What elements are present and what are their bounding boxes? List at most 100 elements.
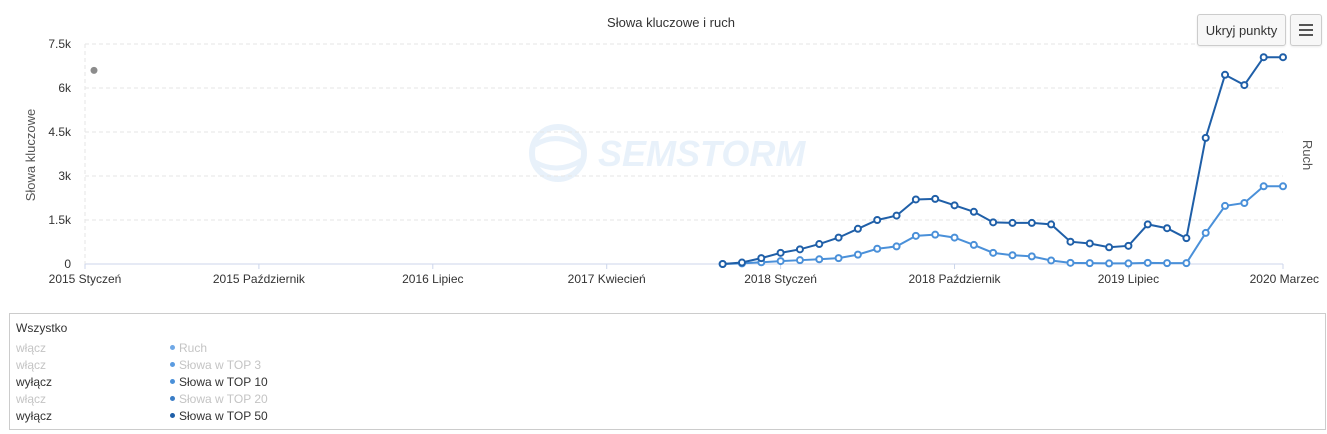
data-point [1201,228,1210,237]
x-tick-label: 2018 Styczeń [744,272,817,286]
data-point [989,218,998,227]
data-point [815,240,824,249]
x-tick-label: 2017 Kwiecień [568,272,646,286]
x-tick-label: 2015 Styczeń [49,272,122,286]
legend-row: wyłącz Słowa w TOP 50 [16,409,416,425]
data-point [1163,224,1172,233]
series-layer [90,53,1287,268]
legend-series-label: Słowa w TOP 20 [179,392,268,406]
data-point [1182,259,1191,268]
data-point [757,254,766,263]
data-point [892,242,901,251]
legend-series-label: Słowa w TOP 10 [179,375,268,389]
data-point [1105,259,1114,268]
hamburger-menu-icon[interactable] [1290,14,1322,46]
y-tick-label: 7.5k [48,37,72,51]
y-tick-label: 6k [58,81,72,95]
data-point [853,224,862,233]
data-point [873,244,882,253]
chart-title: Słowa kluczowe i ruch [607,15,735,30]
data-point [931,194,940,203]
legend-dot-icon [170,345,175,351]
hide-points-button[interactable]: Ukryj punkty [1197,14,1286,46]
data-point [1047,220,1056,229]
semstorm-watermark: SEMSTORM [529,124,806,182]
legend-toggle[interactable]: wyłącz [16,409,53,423]
x-axis: 2015 Styczeń 2015 Październik 2016 Lipiec 2… [49,264,1319,286]
y-tick-label: 3k [58,169,72,183]
data-point [795,256,804,265]
legend-toggle[interactable]: włącz [16,358,47,372]
data-point [989,248,998,257]
data-point [1240,198,1249,207]
x-tick-label: 2015 Październik [213,272,306,286]
legend-series-item[interactable]: Ruch [170,341,207,355]
watermark-text: SEMSTORM [598,133,806,174]
legend-row: włącz Ruch [16,341,416,357]
legend-dot-icon [170,379,175,385]
data-point [1124,259,1133,268]
data-point [1143,258,1152,267]
x-tick-label: 2018 Październik [908,272,1001,286]
legend-series-label: Ruch [179,341,208,355]
data-point [1279,182,1287,191]
legend-series-item[interactable]: Słowa w TOP 50 [170,409,268,423]
legend-series-label: Słowa w TOP 50 [179,409,268,423]
data-point [1143,220,1152,229]
x-tick-label: 2020 Marzec [1250,272,1319,286]
data-point [1240,81,1249,90]
data-point [1008,251,1017,260]
data-point [1066,237,1075,246]
data-point [892,211,901,220]
legend-panel: Wszystko włącz Ruch włącz Słowa w TOP 3 wyłą… [9,313,1326,430]
legend-dot-icon [170,396,175,402]
data-point [1279,53,1287,62]
legend-series-item[interactable]: Słowa w TOP 20 [170,392,268,406]
data-point [1027,252,1036,261]
y-tick-label: 4.5k [48,125,72,139]
x-tick-label: 2019 Lipiec [1098,272,1159,286]
data-point [1047,256,1056,265]
x-tick-label: 2016 Lipiec [402,272,463,286]
legend-toggle[interactable]: włącz [16,392,47,406]
y-tick-label: 0 [64,257,71,271]
data-point [969,207,978,216]
data-point [1163,259,1172,268]
data-point [950,201,959,210]
data-point [1066,258,1075,267]
legend-series-item[interactable]: Słowa w TOP 10 [170,375,268,389]
legend-series-item[interactable]: Słowa w TOP 3 [170,358,261,372]
data-point [815,255,824,264]
data-point [969,240,978,249]
y-tick-label: 1.5k [48,213,72,227]
legend-toggle[interactable]: włącz [16,341,47,355]
data-point [911,231,920,240]
data-point [1201,133,1210,142]
data-point [1221,201,1230,210]
data-point [1221,70,1230,79]
data-point [1085,259,1094,268]
data-point [737,258,746,267]
data-point [776,257,785,266]
y-axis: 0 1.5k 3k 4.5k 6k 7.5k [48,37,72,271]
legend-dot-icon [170,413,175,419]
data-point [1259,182,1268,191]
data-point [718,260,727,268]
legend-row: wyłącz Słowa w TOP 10 [16,375,416,391]
data-point [911,195,920,204]
keywords-traffic-chart: Słowa kluczowe i ruch SEMSTORM 0 1.5k 3k 4.… [23,15,1319,286]
data-point [931,230,940,239]
legend-all-toggle[interactable]: Wszystko [16,321,68,335]
data-point [1259,53,1268,62]
data-point [950,233,959,242]
legend-series-label: Słowa w TOP 3 [179,358,262,372]
legend-toggle[interactable]: wyłącz [16,375,53,389]
data-point [1124,241,1133,250]
series-line-s-owa-w-top-10 [722,185,1283,265]
data-point [1008,218,1017,227]
data-point [853,250,862,259]
data-point [834,233,843,242]
data-point [1105,243,1114,252]
legend-row: włącz Słowa w TOP 3 [16,358,416,374]
y-axis-label: Słowa kluczowe [23,109,38,202]
